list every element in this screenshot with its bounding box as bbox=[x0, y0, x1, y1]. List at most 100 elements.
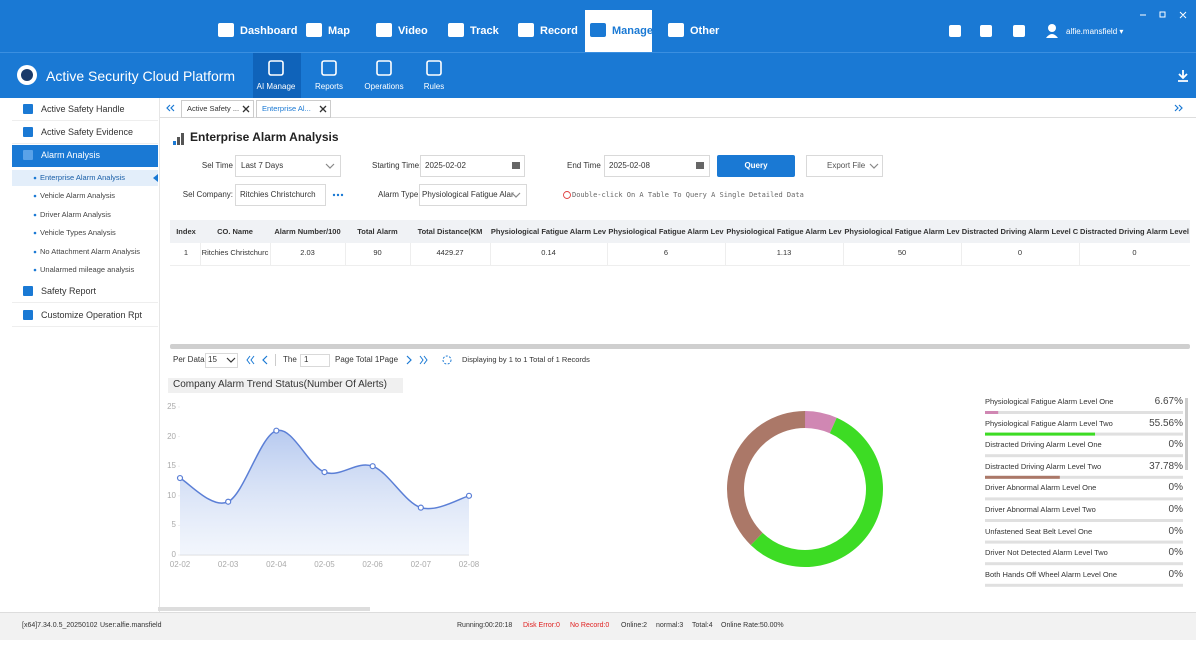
more-dot bbox=[340, 193, 344, 197]
status-text: Disk Error:0 bbox=[523, 622, 560, 629]
next-page bbox=[406, 355, 412, 365]
table-cell[interactable]: 4429.27 bbox=[436, 248, 464, 257]
table-header: Physiological Fatigue Alarm Lev bbox=[844, 227, 960, 236]
table-cell[interactable]: 50 bbox=[897, 248, 907, 257]
submenu-item[interactable]: Driver Alarm Analysis bbox=[40, 210, 111, 219]
legend-label: Unfastened Seat Belt Level One bbox=[985, 526, 1093, 536]
y-tick-label: 20 bbox=[167, 431, 176, 441]
hint: Double-click On A Table To Query A Singl… bbox=[572, 191, 804, 199]
menu-item[interactable]: Safety Report bbox=[41, 286, 97, 296]
select[interactable] bbox=[235, 155, 341, 177]
page-size-select[interactable] bbox=[205, 353, 238, 368]
submenu-item[interactable]: Enterprise Alarm Analysis bbox=[40, 173, 126, 182]
company-input[interactable] bbox=[235, 184, 326, 206]
more-dot bbox=[332, 193, 336, 197]
menu-item[interactable]: Active Safety Handle bbox=[41, 104, 125, 114]
select-value: Physiological Fatigue Alar bbox=[422, 190, 514, 199]
legend-track bbox=[985, 497, 1183, 501]
status-text: Running:00:20:18 bbox=[457, 622, 513, 629]
submenu-item[interactable]: No Attachment Alarm Analysis bbox=[40, 247, 141, 256]
page-title: Enterprise Alarm Analysis bbox=[190, 130, 339, 144]
status-text: Online:2 bbox=[621, 622, 648, 629]
cell-divider bbox=[270, 243, 271, 265]
menu-divider bbox=[12, 326, 158, 327]
legend-track bbox=[985, 562, 1183, 566]
legend-label: Distracted Driving Alarm Level Two bbox=[985, 461, 1102, 471]
prev-page bbox=[262, 355, 268, 365]
query-label[interactable]: Query bbox=[744, 161, 768, 170]
query-button[interactable] bbox=[717, 155, 795, 177]
table-cell[interactable]: 2.03 bbox=[300, 248, 315, 257]
date-value: 2025-02-08 bbox=[609, 161, 650, 170]
table-cell[interactable]: 0 bbox=[1132, 248, 1137, 257]
legend-track bbox=[985, 519, 1183, 522]
y-tick-label: 25 bbox=[167, 402, 176, 411]
export-label[interactable]: Export File bbox=[827, 161, 866, 170]
submenu-item[interactable]: Vehicle Alarm Analysis bbox=[40, 191, 116, 200]
label: End Time bbox=[567, 161, 601, 170]
table-cell[interactable]: 1 bbox=[183, 248, 189, 257]
module-tab[interactable]: Reports bbox=[314, 82, 344, 91]
menu-item[interactable]: Customize Operation Rpt bbox=[41, 310, 143, 320]
label: Sel Company: bbox=[182, 190, 233, 199]
legend-track bbox=[985, 411, 1183, 414]
legend-value: 0% bbox=[1168, 504, 1183, 515]
tab[interactable] bbox=[181, 100, 254, 118]
nav-item[interactable]: Record bbox=[540, 25, 578, 37]
cell-divider bbox=[607, 243, 608, 265]
table-cell[interactable]: Ritchies Christchurc bbox=[201, 248, 269, 257]
nav-item[interactable]: Dashboard bbox=[240, 25, 298, 37]
tab[interactable] bbox=[256, 100, 331, 118]
title-icon bbox=[181, 133, 184, 145]
cell-divider bbox=[1079, 243, 1080, 265]
table-cell[interactable]: 0 bbox=[1017, 248, 1023, 257]
export-button[interactable] bbox=[806, 155, 883, 177]
menu-item[interactable]: Alarm Analysis bbox=[41, 150, 101, 160]
date-input[interactable] bbox=[604, 155, 710, 177]
table-header: Physiological Fatigue Alarm Lev bbox=[726, 227, 842, 236]
table-cell[interactable]: 6 bbox=[663, 248, 669, 257]
legend-track bbox=[985, 540, 1183, 544]
table-header: Total Alarm bbox=[357, 227, 398, 236]
submenu-item[interactable]: Vehicle Types Analysis bbox=[40, 228, 116, 237]
nav-item[interactable]: Other bbox=[690, 25, 720, 37]
status-text: [x64]7.34.0.5_20250102 bbox=[22, 622, 98, 629]
nav-item[interactable]: Video bbox=[398, 25, 428, 37]
tab-label[interactable]: Enterprise Al... bbox=[262, 104, 311, 113]
legend-value: 0% bbox=[1168, 525, 1183, 537]
menu-item[interactable]: Active Safety Evidence bbox=[41, 127, 134, 137]
x-tick-label: 02-03 bbox=[217, 560, 239, 569]
point bbox=[273, 427, 280, 434]
legend-bar bbox=[985, 475, 1060, 479]
module-tab[interactable]: AI Manage bbox=[256, 82, 296, 91]
submenu-item[interactable]: Unalarmed mileage analysis bbox=[40, 265, 135, 274]
tab-label[interactable]: Active Safety ... bbox=[187, 104, 240, 113]
nav-item[interactable]: Track bbox=[470, 25, 499, 37]
table-cell[interactable]: 90 bbox=[373, 248, 382, 257]
select[interactable] bbox=[419, 184, 527, 206]
date-input[interactable] bbox=[420, 155, 525, 177]
point bbox=[321, 469, 328, 476]
legend-track bbox=[985, 583, 1183, 587]
platform-title: Active Security Cloud Platform bbox=[46, 68, 236, 84]
page-divider bbox=[275, 354, 276, 366]
table-cell[interactable]: 0.14 bbox=[541, 248, 556, 257]
page-input[interactable] bbox=[300, 354, 330, 367]
module-tab[interactable]: Operations bbox=[364, 82, 404, 91]
table-cell[interactable]: 1.13 bbox=[776, 248, 792, 257]
line bbox=[179, 429, 470, 510]
point bbox=[225, 498, 232, 505]
user-menu[interactable]: alfie.mansfield ▾ bbox=[1066, 27, 1124, 36]
date-value: 2025-02-02 bbox=[425, 161, 466, 170]
module-tab[interactable]: Rules bbox=[423, 82, 445, 91]
donut-slice bbox=[727, 411, 806, 546]
label: Sel Time bbox=[201, 161, 233, 170]
page-total: Page Total 1Page bbox=[335, 355, 399, 364]
x-tick-label: 02-07 bbox=[410, 560, 432, 569]
status-text: No Record:0 bbox=[570, 622, 610, 629]
x-tick-label: 02-06 bbox=[362, 560, 383, 569]
table-header: Distracted Driving Alarm Level C bbox=[961, 227, 1079, 236]
nav-item[interactable]: Map bbox=[328, 25, 350, 37]
nav-item[interactable]: Manage bbox=[612, 25, 653, 37]
legend-scrollbar bbox=[1185, 398, 1188, 470]
